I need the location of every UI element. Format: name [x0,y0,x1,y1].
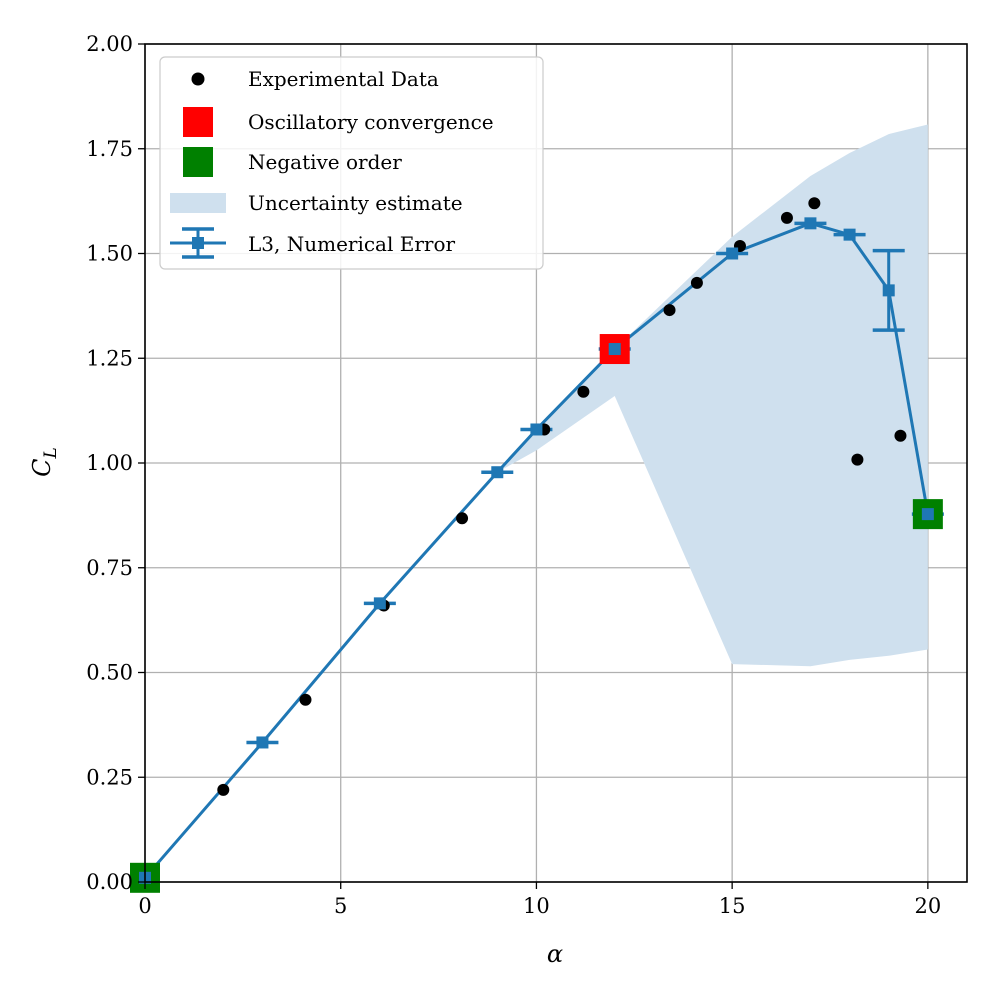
svg-text:CL: CL [28,447,61,477]
y-axis-title: CL [28,447,61,477]
legend-label-uncertainty: Uncertainty estimate [248,191,463,215]
y-tick-label: 0.75 [86,556,133,580]
legend-swatch-experimental [191,72,205,86]
experimental-point [299,693,312,706]
y-tick-label: 1.25 [86,346,133,370]
axis-ticks: 0 5 10 15 20 0.00 0.25 0.50 0.75 1.00 1.25 1.50 1.75… [86,32,941,918]
legend-l3-marker [192,237,204,249]
legend-label-oscillatory: Oscillatory convergence [248,110,494,134]
experimental-point [690,276,703,289]
y-tick-label: 0.25 [86,765,133,789]
legend-label-negative: Negative order [248,150,402,174]
l3-point [373,597,386,610]
l3-point [530,423,543,436]
x-tick-label: 0 [138,894,151,918]
l3-point [921,508,934,521]
l3-point [843,228,856,241]
y-tick-label: 1.75 [86,137,133,161]
uncertainty-band-area [379,124,928,667]
experimental-point [663,304,676,317]
legend-swatch-negative [183,147,213,177]
x-tick-label: 20 [914,894,941,918]
l3-point [491,466,504,479]
l3-point [882,284,895,297]
uncertainty-band [379,124,928,667]
legend-box [159,56,544,270]
legend-swatch-uncertainty [170,193,226,213]
y-axis-title-subscript: L [41,447,61,459]
legend-label-l3: L3, Numerical Error [248,232,456,256]
y-tick-label: 0.50 [86,661,133,685]
experimental-point [851,453,864,466]
y-tick-label: 1.50 [86,242,133,266]
experimental-point [780,211,793,224]
y-tick-label: 1.00 [86,451,133,475]
l3-point [726,247,739,260]
l3-point [256,736,269,749]
y-tick-label: 2.00 [86,32,133,56]
experimental-point [217,783,230,796]
y-tick-label: 0.00 [86,870,133,894]
experimental-point [456,512,469,525]
experimental-point [808,197,821,210]
x-axis-title: α [547,940,563,968]
l3-point [804,217,817,230]
y-axis-title-main: C [28,458,56,476]
legend-swatch-oscillatory [183,107,213,137]
legend: Experimental Data Oscillatory convergenc… [159,56,544,270]
experimental-point [894,429,907,442]
legend-label-experimental: Experimental Data [248,67,439,91]
x-tick-label: 10 [523,894,550,918]
x-tick-label: 5 [334,894,347,918]
x-tick-label: 15 [719,894,746,918]
l3-point [608,343,621,356]
experimental-point [577,385,590,398]
legend-swatch-l3 [170,227,226,259]
